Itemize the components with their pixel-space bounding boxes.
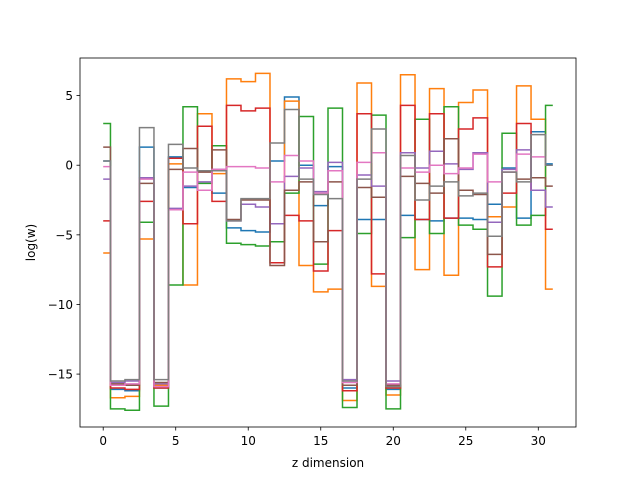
x-tick-label: 30 — [531, 434, 546, 448]
series-line-8 — [103, 108, 553, 388]
series-line-1 — [103, 96, 553, 392]
series-line-2 — [103, 72, 553, 402]
x-tick-label: 0 — [99, 434, 107, 448]
series-line-7 — [103, 151, 553, 388]
y-tick-label: −5 — [55, 228, 73, 242]
y-axis-label: log(w) — [24, 224, 38, 261]
series-line-4 — [103, 104, 553, 392]
x-tick-label: 15 — [313, 434, 328, 448]
x-tick-label: 10 — [241, 434, 256, 448]
y-axis: −15 −10 −5 0 5 — [48, 89, 80, 382]
x-tick-label: 5 — [172, 434, 180, 448]
y-tick-label: −10 — [48, 298, 73, 312]
y-tick-label: 0 — [65, 159, 73, 173]
plot-frame — [79, 57, 577, 428]
x-tick-label: 25 — [458, 434, 473, 448]
x-tick-label: 20 — [386, 434, 401, 448]
x-axis: 0 5 10 15 20 25 30 — [99, 427, 546, 448]
y-tick-label: 5 — [65, 89, 73, 103]
y-tick-label: −15 — [48, 368, 73, 382]
series-layer — [103, 72, 553, 412]
x-axis-label: z dimension — [292, 456, 364, 470]
